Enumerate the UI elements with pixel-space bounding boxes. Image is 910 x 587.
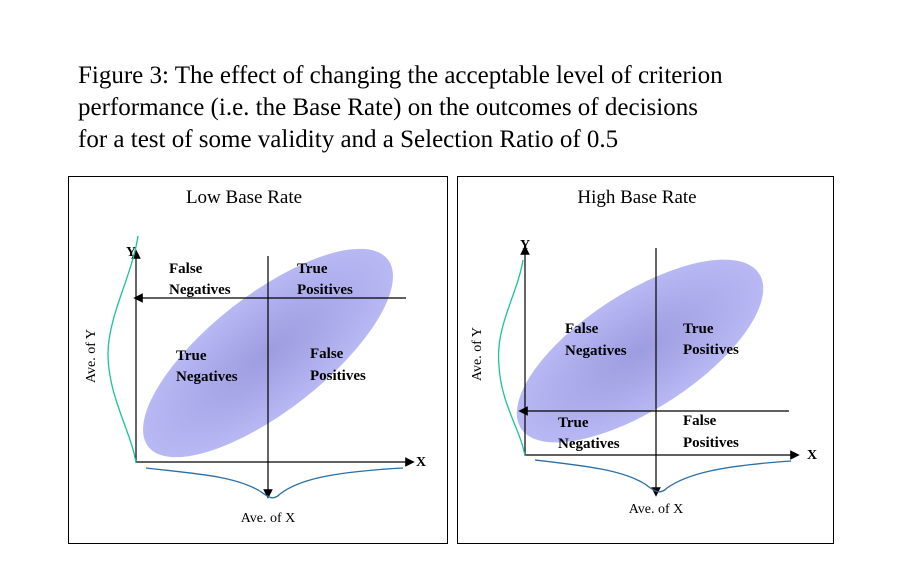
ave-x-label: Ave. of X [629, 502, 684, 517]
svg-text:True: True [683, 321, 714, 337]
quadrant-false-positives: False Positives [683, 413, 739, 451]
panel-border [68, 176, 448, 544]
svg-text:False: False [169, 261, 203, 277]
panel-title: Low Base Rate [186, 187, 302, 208]
x-axis-label: X [416, 455, 426, 470]
quadrant-true-positives: True Positives [297, 261, 353, 298]
quadrant-true-positives: True Positives [683, 321, 739, 358]
quadrant-true-negatives: True Negatives [558, 415, 620, 452]
svg-text:Positives: Positives [310, 368, 366, 384]
svg-text:Negatives: Negatives [565, 343, 627, 359]
y-distribution-curve [497, 259, 526, 457]
correlation-ellipse [516, 259, 764, 443]
caption-line-3: for a test of some validity and a Select… [78, 126, 619, 153]
y-axis-label: Y [520, 238, 530, 253]
svg-text:Positives: Positives [297, 282, 353, 298]
quadrant-false-negatives: False Negatives [565, 321, 627, 359]
panel-low-base-rate: Low Base Rate Y X Ave. of X Ave. of Y Fa… [68, 176, 448, 544]
caption-line-1: Figure 3: The effect of changing the acc… [78, 62, 723, 89]
ave-x-label: Ave. of X [241, 511, 296, 526]
svg-text:False: False [683, 413, 717, 429]
x-distribution-curve [145, 467, 404, 499]
svg-text:Negatives: Negatives [558, 436, 620, 452]
panel-high-base-rate: High Base Rate Y X Ave. of X Ave. of Y F… [457, 176, 834, 544]
y-distribution-curve [107, 235, 139, 464]
svg-text:True: True [558, 415, 589, 431]
svg-text:False: False [565, 321, 599, 337]
figure-caption: Figure 3: The effect of changing the acc… [78, 60, 878, 156]
x-axis-label: X [807, 448, 817, 463]
high-base-rate-diagram: High Base Rate Y X Ave. of X Ave. of Y F… [457, 176, 834, 544]
svg-text:Positives: Positives [683, 435, 739, 451]
svg-text:False: False [310, 346, 344, 362]
panel-border [457, 176, 834, 544]
svg-text:Negatives: Negatives [176, 369, 238, 385]
low-base-rate-diagram: Low Base Rate Y X Ave. of X Ave. of Y Fa… [68, 176, 448, 544]
quadrant-false-negatives: False Negatives [169, 261, 231, 298]
svg-text:True: True [297, 261, 328, 277]
quadrant-true-negatives: True Negatives [176, 348, 238, 385]
x-distribution-curve [534, 459, 792, 493]
ave-y-label: Ave. of Y [470, 327, 485, 381]
panel-title: High Base Rate [577, 187, 696, 208]
svg-text:Negatives: Negatives [169, 282, 231, 298]
y-axis-label: Y [126, 245, 136, 260]
svg-text:Positives: Positives [683, 342, 739, 358]
caption-line-2: performance (i.e. the Base Rate) on the … [78, 94, 698, 121]
svg-text:True: True [176, 348, 207, 364]
quadrant-false-positives: False Positives [310, 346, 366, 384]
ave-y-label: Ave. of Y [84, 329, 99, 383]
